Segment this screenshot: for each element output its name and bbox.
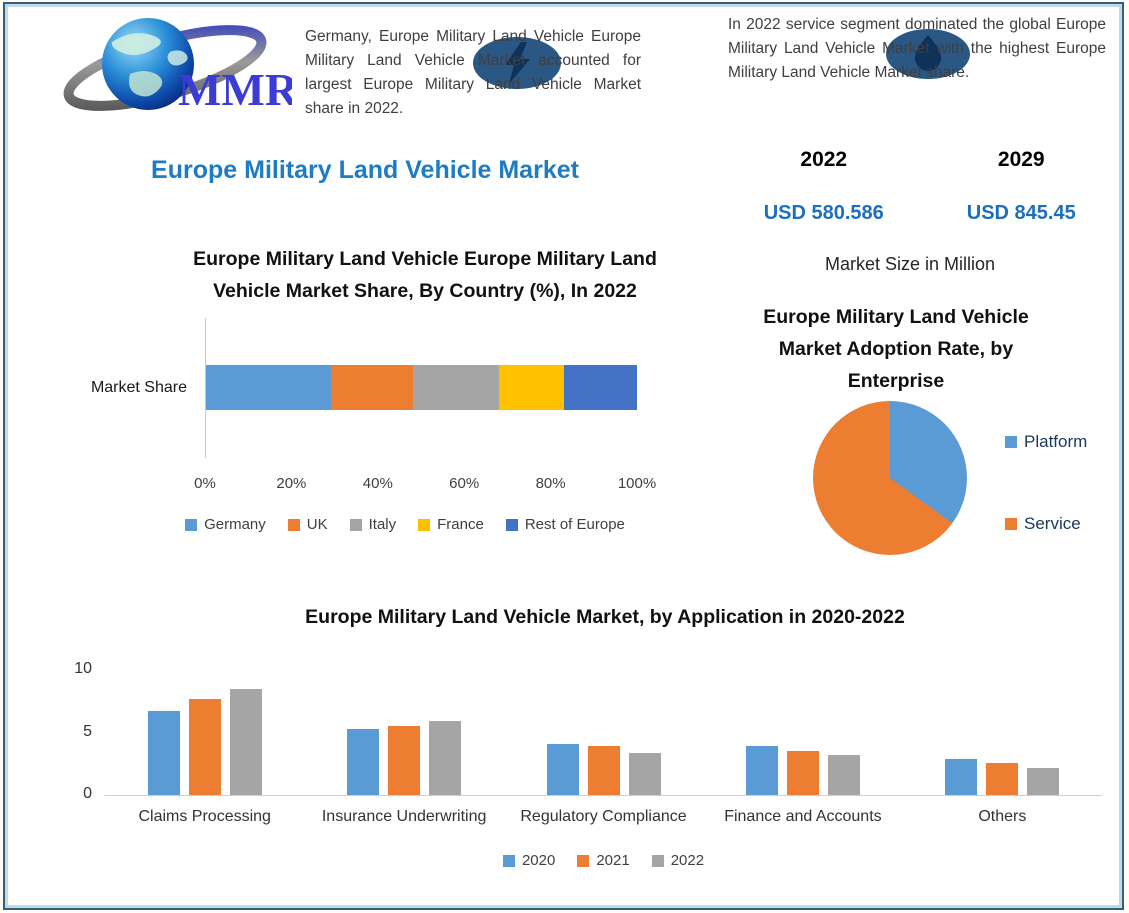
bar-2020-others [945,758,978,795]
stacked-bar-axis-line [205,318,206,458]
bar-2022-finance-and-accounts [827,755,860,795]
stacked-bar-category-label: Market Share [90,379,187,396]
logo-text: MMR [178,64,292,115]
bar-group-claims-processing [105,670,304,795]
adoption-chart-title: Europe Military Land Vehicle Market Adop… [763,306,1029,392]
bar-2022-claims-processing [229,688,262,795]
legend-item-italy: Italy [349,516,397,533]
legend-swatch [349,518,362,531]
forecast-values: USD 580.586 USD 845.45 [725,202,1120,225]
legend-label: France [437,516,484,533]
legend-item-germany: Germany [185,516,266,533]
page-title: Europe Military Land Vehicle Market [151,156,579,184]
legend-swatch [505,518,518,531]
country-share-chart-title: Europe Military Land Vehicle Europe Mili… [193,248,657,302]
x-tick-label: 40% [362,475,393,492]
flame-watermark-icon [885,28,971,85]
segment-france [499,365,564,410]
bar-2020-regulatory-compliance [546,743,579,795]
stacked-bar-x-ticks: 0% 20% 40% 60% 80% 100% [194,475,656,495]
stacked-bar-legend: Germany UK Italy France Rest of Europe [110,516,700,533]
segment-uk [330,365,413,410]
legend-item-2022: 2022 [651,852,705,869]
stacked-bar [206,365,637,410]
legend-item-platform: Platform [1005,432,1087,452]
y-tick-label: 10 [74,660,92,677]
legend-label: Italy [368,516,397,533]
legend-item-2020: 2020 [502,852,556,869]
legend-label: Germany [204,516,266,533]
application-category-labels: Claims Processing Insurance Underwriting R… [105,808,1102,826]
bar-group-regulatory-compliance [504,670,703,795]
category-label: Claims Processing [138,808,271,825]
bar-2022-insurance-underwriting [429,721,462,795]
category-label: Regulatory Compliance [520,808,687,825]
market-size-caption: Market Size in Million [824,254,996,274]
legend-swatch [651,854,664,867]
adoption-pie-legend: Platform Service [1005,432,1087,534]
category-label: Insurance Underwriting [321,808,487,825]
y-tick-label: 0 [83,785,92,802]
legend-label: Platform [1024,432,1088,451]
legend-swatch [287,518,300,531]
mmr-globe-logo-icon: MMR [63,18,299,115]
legend-label: 2022 [670,852,705,869]
forecast-year-start: 2022 [800,148,848,171]
application-bar-plot [105,670,1102,796]
legend-item-rest-of-europe: Rest of Europe [505,516,625,533]
legend-swatch [418,518,431,531]
segment-rest-of-europe [563,365,637,410]
legend-label: 2020 [521,852,556,869]
application-legend: 2020 2021 2022 [105,852,1102,869]
segment-germany [206,365,331,410]
bar-2021-regulatory-compliance [587,746,620,795]
legend-label: Service [1024,514,1081,533]
legend-item-service: Service [1005,514,1081,534]
x-tick-label: 0% [194,475,216,492]
legend-item-2021: 2021 [577,852,630,869]
legend-item-france: France [418,516,484,533]
x-tick-label: 60% [449,475,480,492]
application-chart-title: Europe Military Land Vehicle Market, by … [305,606,905,628]
bar-group-others [903,670,1102,795]
legend-swatch [1005,518,1017,530]
bar-2020-finance-and-accounts [745,746,778,795]
bar-2021-finance-and-accounts [786,751,819,795]
legend-swatch [185,518,198,531]
mmr-logo: MMR [60,12,299,118]
adoption-pie [813,401,967,555]
category-label: Others [978,808,1027,825]
bar-2021-insurance-underwriting [388,726,421,795]
bar-2022-others [1027,767,1060,795]
bar-group-insurance-underwriting [304,670,503,795]
bar-2020-claims-processing [147,711,180,795]
bar-2022-regulatory-compliance [628,752,661,795]
category-label: Finance and Accounts [724,808,882,825]
forecast-year-end: 2029 [997,148,1045,171]
legend-swatch [1005,436,1017,448]
forecast-years: 2022 2029 [725,148,1120,172]
legend-item-uk: UK [287,516,328,533]
legend-label: 2021 [596,852,630,869]
legend-label: Rest of Europe [524,516,625,533]
bar-2021-others [986,762,1019,795]
lightning-watermark-icon [472,36,562,95]
y-tick-label: 5 [83,722,92,740]
segment-italy [412,365,500,410]
x-tick-label: 20% [276,475,307,492]
legend-swatch [577,854,590,867]
forecast-value-start: USD 580.586 [763,202,884,224]
x-tick-label: 80% [535,475,566,492]
forecast-value-end: USD 845.45 [966,202,1076,224]
bar-2020-insurance-underwriting [347,728,380,795]
bar-group-finance-and-accounts [703,670,902,795]
note-left: Germany, Europe Military Land Vehicle Eu… [305,28,641,117]
note-right: In 2022 service segment dominated the gl… [728,16,1106,81]
legend-swatch [502,854,515,867]
x-tick-label: 100% [617,475,657,492]
bar-2021-claims-processing [188,698,221,795]
legend-label: UK [306,516,328,533]
